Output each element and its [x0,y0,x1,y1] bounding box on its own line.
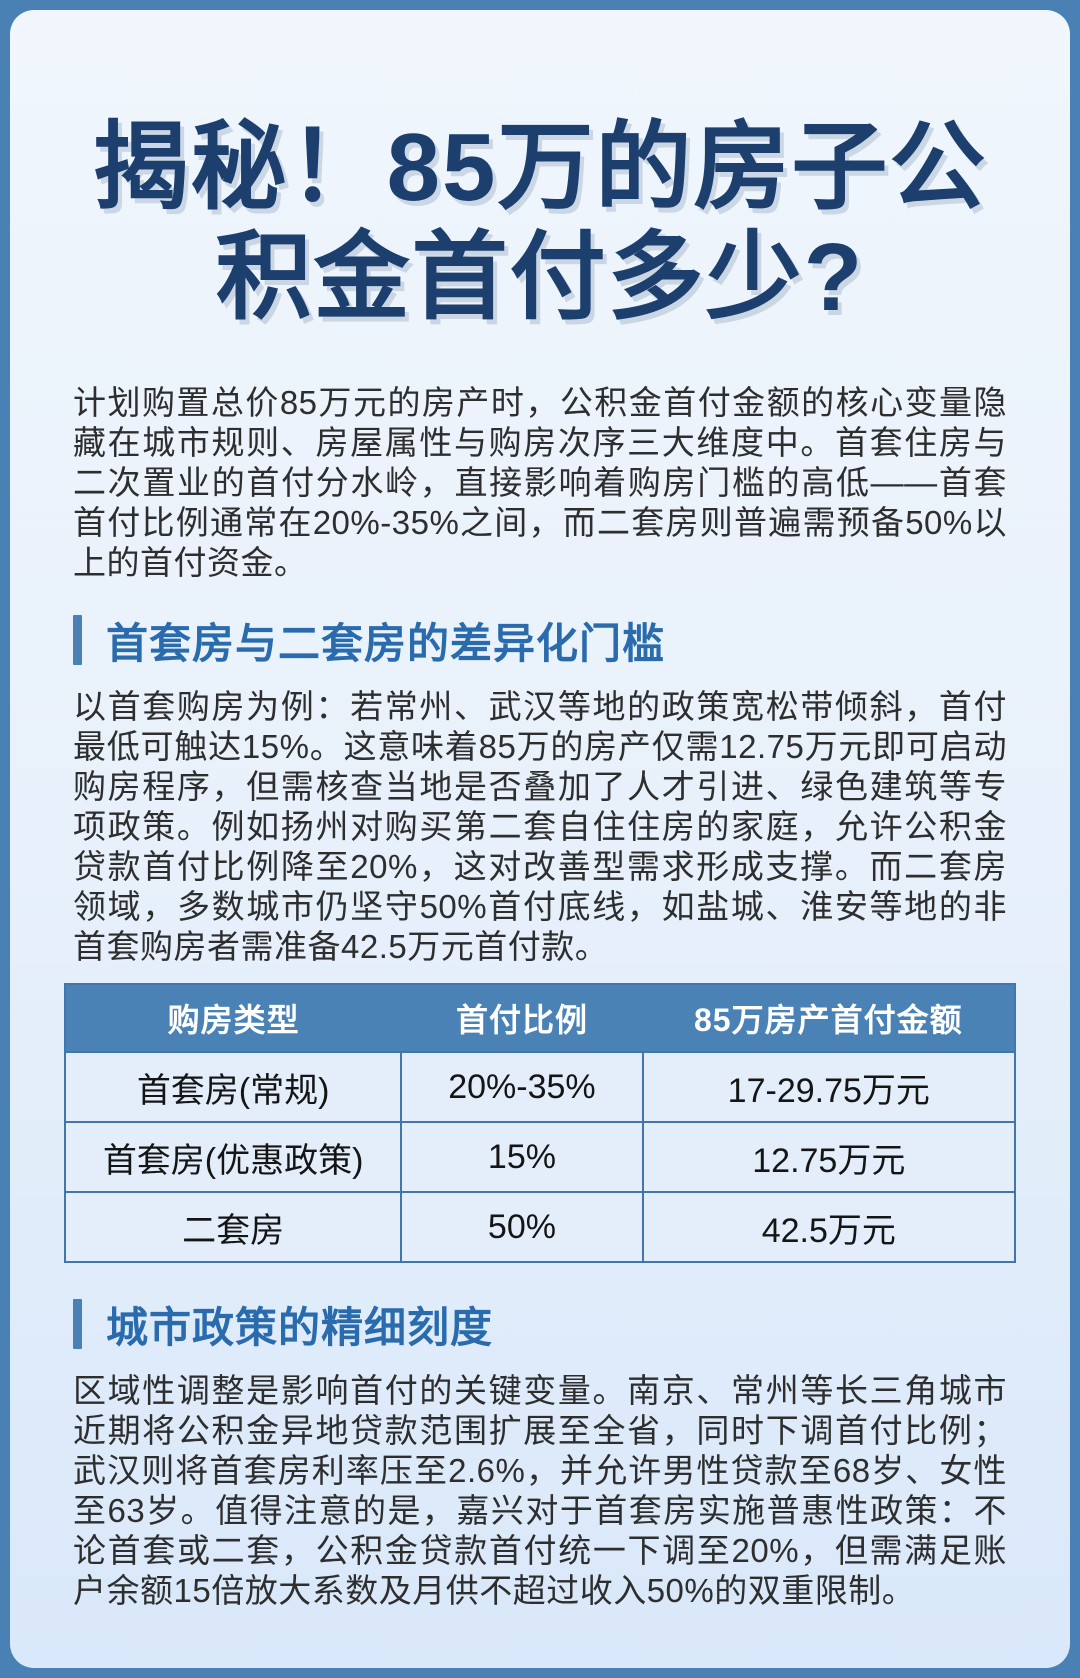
intro-paragraph: 计划购置总价85万元的房产时，公积金首付金额的核心变量隐藏在城市规则、房屋属性与… [73,384,1007,581]
column-header-amount: 85万房产首付金额 [642,984,1015,1052]
cell-ratio: 15% [400,1121,644,1193]
cell-amount: 17-29.75万元 [641,1051,1017,1123]
section-2-body: 区域性调整是影响首付的关键变量。南京、常州等长三角城市近期将公积金异地贷款范围扩… [73,1372,1007,1609]
cell-amount: 42.5万元 [641,1191,1017,1263]
column-header-type: 购房类型 [65,984,402,1052]
section-1-heading: 首套房与二套房的差异化门槛 [73,613,1007,667]
section-2-heading-text: 城市政策的精细刻度 [106,1303,494,1351]
article-title: 揭秘！85万的房子公 积金首付多少? [73,113,1007,333]
cell-type: 首套房(常规) [63,1051,403,1123]
article-card: 揭秘！85万的房子公 积金首付多少? 计划购置总价85万元的房产时，公积金首付金… [10,10,1070,1668]
downpayment-table: 购房类型 首付比例 85万房产首付金额 首套房(常规) 20%-35% 17-2… [63,983,1017,1263]
title-line-1: 揭秘！85万的房子公 [92,114,988,221]
cell-type: 首套房(优惠政策) [63,1121,403,1193]
cell-type: 二套房 [63,1191,403,1263]
column-header-ratio: 首付比例 [401,984,643,1052]
table-row: 首套房(优惠政策) 15% 12.75万元 [63,1121,1017,1193]
section-1-heading-text: 首套房与二套房的差异化门槛 [106,619,666,667]
title-line-2: 积金首付多少? [215,224,865,331]
table-header-row: 购房类型 首付比例 85万房产首付金额 [65,984,1015,1052]
cell-ratio: 50% [400,1191,644,1263]
section-2-heading: 城市政策的精细刻度 [73,1297,1007,1351]
table-row: 二套房 50% 42.5万元 [63,1191,1017,1263]
cell-amount: 12.75万元 [641,1121,1017,1193]
section-1-body: 以首套购房为例：若常州、武汉等地的政策宽松带倾斜，首付最低可触达15%。这意味着… [73,688,1007,965]
heading-accent-bar [73,615,82,665]
cell-ratio: 20%-35% [400,1051,644,1123]
table-row: 首套房(常规) 20%-35% 17-29.75万元 [63,1051,1017,1123]
heading-accent-bar [73,1299,82,1349]
